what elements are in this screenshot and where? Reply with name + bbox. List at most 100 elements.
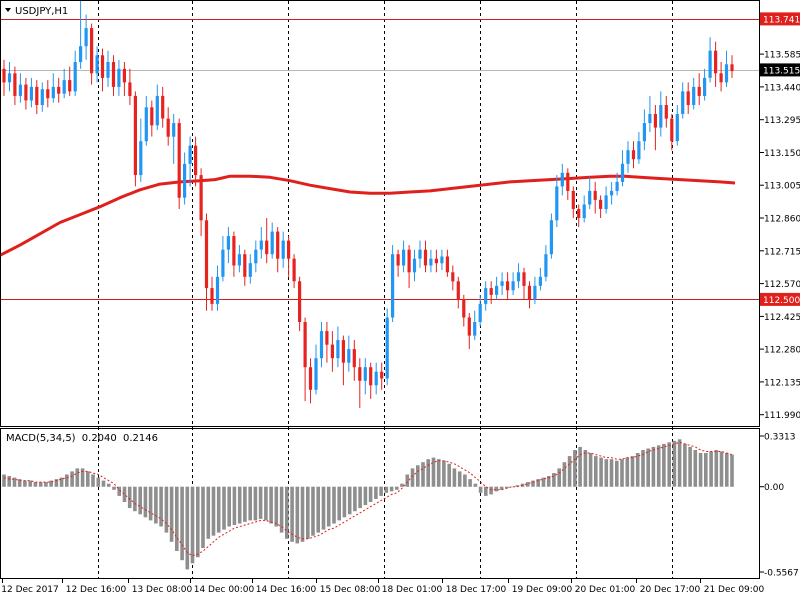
price-tag-label: 113.741 bbox=[763, 15, 800, 25]
candle-59 bbox=[325, 322, 329, 363]
candle-39 bbox=[215, 265, 220, 311]
time-tick-label-9: 20 Dec 01:00 bbox=[575, 585, 636, 595]
macd-bar-53 bbox=[279, 486, 284, 533]
macd-bar-50 bbox=[264, 486, 268, 521]
candle-body bbox=[13, 73, 17, 96]
macd-bar-109 bbox=[573, 450, 577, 487]
candle-130 bbox=[714, 41, 718, 87]
macd-bar-39 bbox=[206, 486, 211, 539]
candle-body bbox=[440, 256, 444, 264]
candle-body bbox=[582, 204, 586, 219]
macd-bar-49 bbox=[258, 486, 263, 519]
candle-body bbox=[62, 80, 66, 94]
macd-bar-4 bbox=[23, 480, 27, 487]
candle-body bbox=[407, 249, 411, 273]
price-tick-label-6: 112.860 bbox=[764, 215, 800, 225]
macd-bar-68 bbox=[358, 486, 362, 509]
candle-body bbox=[308, 367, 313, 390]
macd-bar-87 bbox=[457, 471, 462, 487]
candle-body bbox=[391, 254, 395, 318]
macd-bar-102 bbox=[536, 479, 540, 487]
macd-bar-137 bbox=[719, 451, 724, 487]
candle-7 bbox=[40, 82, 44, 112]
macd-bar-136 bbox=[714, 450, 719, 487]
candle-body bbox=[2, 68, 6, 83]
macd-bar-22 bbox=[117, 486, 121, 496]
macd-bar-83 bbox=[436, 459, 441, 487]
price-tick-label-13: 111.990 bbox=[764, 411, 800, 421]
price-tag-label: 112.500 bbox=[763, 296, 800, 306]
chart-frames bbox=[0, 0, 760, 579]
candle-body bbox=[434, 258, 438, 264]
candle-body bbox=[599, 199, 603, 209]
candle-6 bbox=[35, 80, 39, 114]
macd-bar-131 bbox=[688, 446, 692, 487]
candle-73 bbox=[402, 240, 406, 273]
macd-bar-71 bbox=[374, 486, 378, 499]
candle-body bbox=[511, 281, 515, 291]
candle-body bbox=[670, 118, 674, 142]
candle-92 bbox=[506, 272, 510, 300]
price-pane-frame bbox=[0, 0, 760, 427]
candle-body bbox=[281, 240, 285, 259]
candle-body bbox=[325, 331, 329, 345]
candle-body bbox=[692, 86, 696, 105]
candle-13 bbox=[73, 50, 77, 96]
candle-102 bbox=[560, 163, 564, 196]
candle-body bbox=[51, 86, 55, 99]
time-tick-label-3: 14 Dec 00:00 bbox=[194, 585, 255, 595]
macd-bar-100 bbox=[525, 482, 530, 487]
macd-bar-111 bbox=[583, 450, 588, 487]
time-tick-label-7: 18 Dec 17:00 bbox=[446, 585, 507, 595]
macd-bar-54 bbox=[285, 486, 289, 539]
macd-bar-133 bbox=[698, 453, 703, 487]
macd-bar-113 bbox=[594, 456, 598, 487]
chevron-down-icon[interactable] bbox=[5, 8, 11, 12]
candle-76 bbox=[418, 240, 422, 268]
macd-bar-56 bbox=[295, 486, 300, 544]
macd-bar-30 bbox=[159, 486, 163, 527]
candle-body bbox=[314, 358, 318, 390]
candle-58 bbox=[319, 322, 324, 368]
macd-bar-45 bbox=[237, 486, 242, 524]
macd-bar-58 bbox=[306, 486, 310, 539]
price-tick-label-2: 113.440 bbox=[764, 83, 800, 93]
candle-body bbox=[259, 240, 263, 250]
candle-48 bbox=[265, 218, 269, 264]
candle-body bbox=[172, 123, 176, 137]
candle-body bbox=[396, 254, 400, 266]
price-tick-label-3: 113.295 bbox=[764, 116, 800, 126]
macd-bar-5 bbox=[28, 480, 32, 487]
macd-axis: 0.3313 0.00 -0.5567 bbox=[760, 433, 799, 579]
candle-body bbox=[653, 114, 657, 128]
candle-body bbox=[637, 141, 641, 160]
macd-bar-116 bbox=[609, 459, 614, 487]
symbol-header[interactable]: USDJPY,H1 bbox=[5, 6, 68, 17]
candle-body bbox=[385, 317, 389, 379]
candle-132 bbox=[724, 50, 729, 87]
macd-bar-122 bbox=[641, 450, 645, 487]
candle-body bbox=[719, 73, 723, 83]
macd-bar-106 bbox=[557, 468, 561, 487]
price-tick-label-8: 112.570 bbox=[764, 280, 800, 290]
macd-bar-79 bbox=[416, 465, 420, 487]
macd-bar-46 bbox=[243, 486, 247, 522]
candle-body bbox=[111, 62, 116, 87]
time-axis: 12 Dec 2017 12 Dec 16:00 13 Dec 08:00 14 De… bbox=[1, 578, 765, 595]
candle-body bbox=[445, 256, 449, 273]
candle-40 bbox=[221, 236, 225, 282]
macd-bar-117 bbox=[615, 460, 619, 487]
candle-body bbox=[84, 28, 88, 47]
candle-body bbox=[35, 86, 39, 105]
macd-bar-91 bbox=[478, 486, 483, 493]
candle-body bbox=[648, 114, 652, 123]
macd-header: MACD(5,34,5) 0.2040 0.2146 bbox=[6, 433, 158, 444]
macd-bar-36 bbox=[190, 486, 195, 564]
candle-body bbox=[270, 231, 274, 255]
candle-116 bbox=[637, 132, 641, 164]
candle-89 bbox=[489, 281, 493, 304]
candle-body bbox=[708, 50, 712, 78]
candle-body bbox=[588, 190, 592, 205]
